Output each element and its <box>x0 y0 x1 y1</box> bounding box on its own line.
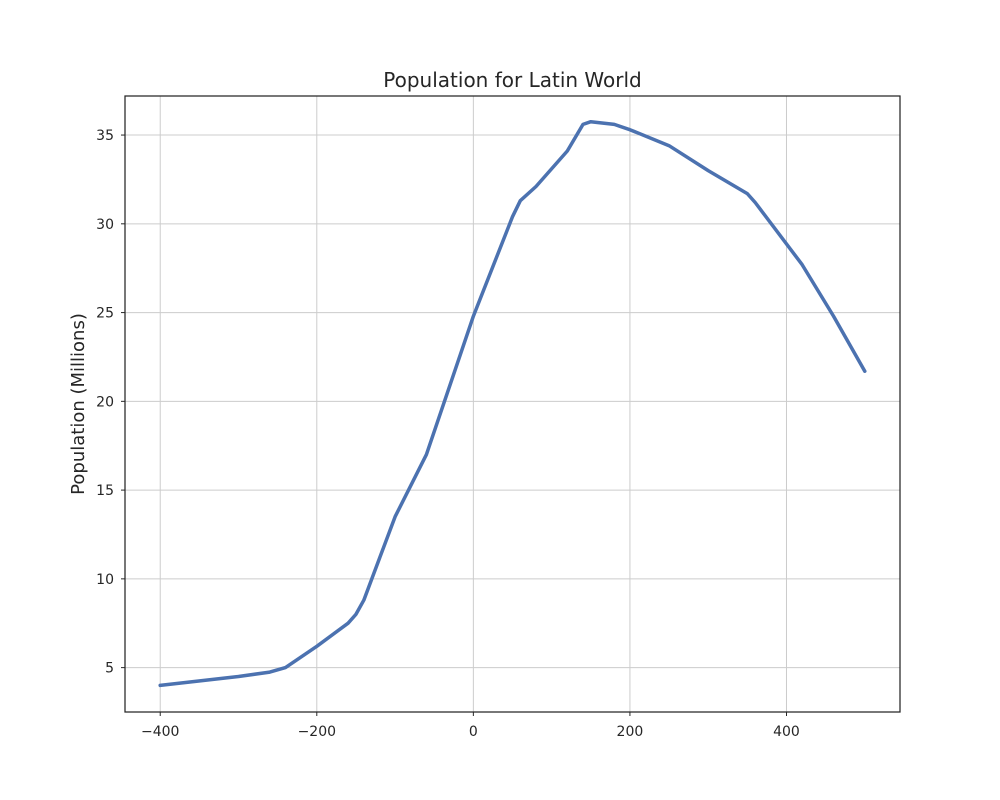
y-tick-label: 25 <box>96 306 114 322</box>
series-line <box>158 119 867 688</box>
x-tick-label: −400 <box>141 724 179 740</box>
y-tick-label: 5 <box>105 661 114 677</box>
y-axis-label: Population (Millions) <box>68 313 89 495</box>
plot-frame <box>124 95 901 713</box>
x-tick-label: 400 <box>773 724 800 740</box>
series-layer <box>158 119 867 688</box>
y-tick-label: 20 <box>96 394 114 410</box>
x-tick-label: 200 <box>617 724 644 740</box>
x-tick-label: 0 <box>469 724 478 740</box>
chart-title: Population for Latin World <box>383 68 641 92</box>
x-tick-label: −200 <box>298 724 336 740</box>
y-tick-label: 35 <box>96 128 114 144</box>
y-tick-label: 30 <box>96 217 114 233</box>
y-tick-label: 15 <box>96 483 114 499</box>
grid <box>125 96 900 712</box>
y-tick-label: 10 <box>96 572 114 588</box>
tick-labels: −400 −200 0 200 400 5 10 15 20 25 30 35 <box>96 128 800 740</box>
